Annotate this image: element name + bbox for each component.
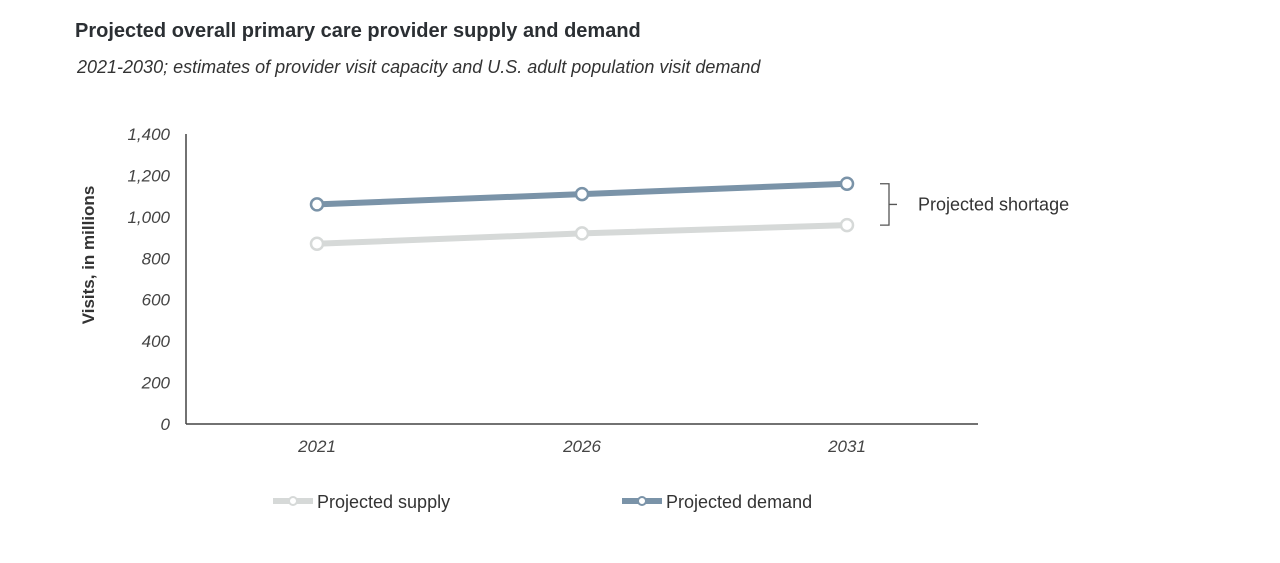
y-axis-label: Visits, in millions bbox=[79, 186, 98, 325]
x-tick-label: 2026 bbox=[562, 437, 601, 456]
y-tick-label: 0 bbox=[161, 415, 171, 434]
y-tick-label: 1,200 bbox=[127, 166, 170, 185]
legend-label: Projected supply bbox=[317, 492, 450, 512]
y-tick-label: 800 bbox=[142, 249, 171, 268]
legend-label: Projected demand bbox=[666, 492, 812, 512]
data-point bbox=[839, 217, 855, 233]
series-projected-demand bbox=[309, 176, 855, 212]
x-tick-label: 2031 bbox=[827, 437, 866, 456]
data-point bbox=[574, 226, 590, 241]
shortage-annotation: Projected shortage bbox=[918, 194, 1069, 214]
y-tick-label: 1,400 bbox=[127, 125, 170, 144]
shortage-bracket bbox=[880, 183, 897, 226]
chart-subtitle: 2021-2030; estimates of provider visit c… bbox=[77, 57, 761, 77]
y-tick-label: 200 bbox=[141, 374, 171, 393]
legend-item: Projected demand bbox=[622, 492, 812, 512]
legend-marker bbox=[637, 496, 647, 506]
series-projected-supply bbox=[309, 217, 855, 252]
y-tick-label: 400 bbox=[142, 332, 171, 351]
legend-marker bbox=[288, 496, 298, 506]
y-tick-label: 1,000 bbox=[127, 208, 170, 227]
legend-item: Projected supply bbox=[273, 492, 450, 512]
chart-title: Projected overall primary care provider … bbox=[75, 20, 641, 42]
y-tick-label: 600 bbox=[142, 291, 171, 310]
data-point bbox=[839, 176, 855, 191]
x-tick-label: 2021 bbox=[297, 437, 336, 456]
data-point bbox=[309, 197, 325, 212]
data-point bbox=[574, 186, 590, 202]
data-point bbox=[309, 236, 325, 252]
